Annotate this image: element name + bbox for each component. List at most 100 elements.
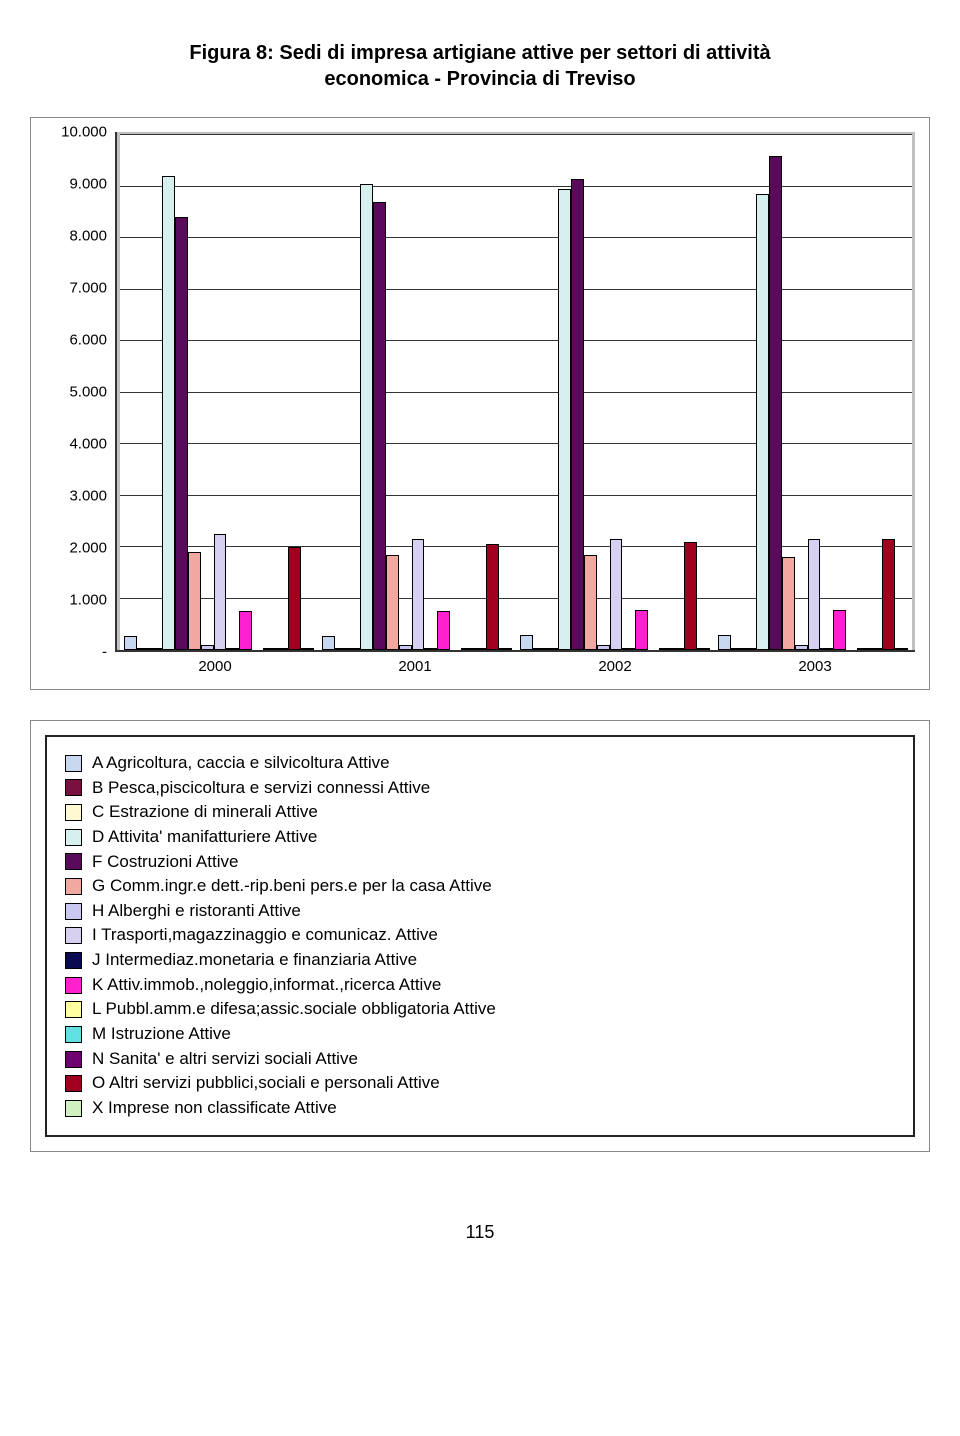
bar (610, 539, 623, 650)
bar (584, 555, 597, 650)
x-tick-label: 2001 (315, 658, 515, 675)
bar (214, 534, 227, 650)
y-tick-label: 3.000 (69, 488, 107, 505)
bar (533, 648, 546, 650)
legend-label: K Attiv.immob.,noleggio,informat.,ricerc… (92, 973, 441, 998)
page-number: 115 (30, 1222, 930, 1243)
bar (520, 635, 533, 650)
legend-item: A Agricoltura, caccia e silvicoltura Att… (65, 751, 895, 776)
legend-item: G Comm.ingr.e dett.-rip.beni pers.e per … (65, 874, 895, 899)
bar (782, 557, 795, 650)
bar (137, 648, 150, 650)
y-tick-label: 4.000 (69, 436, 107, 453)
bar (895, 648, 908, 650)
legend-swatch (65, 927, 82, 944)
legend-swatch (65, 952, 82, 969)
bar (558, 189, 571, 650)
bar (718, 635, 731, 650)
bar (820, 648, 833, 650)
legend-label: N Sanita' e altri servizi sociali Attive (92, 1047, 358, 1072)
bar (201, 645, 214, 650)
bar (769, 156, 782, 650)
legend-label: M Istruzione Attive (92, 1022, 231, 1047)
legend-item: B Pesca,piscicoltura e servizi connessi … (65, 776, 895, 801)
legend-item: M Istruzione Attive (65, 1022, 895, 1047)
bar (486, 544, 499, 650)
chart-plot-box: -1.0002.0003.0004.0005.0006.0007.0008.00… (45, 132, 915, 652)
bar (360, 184, 373, 650)
legend-swatch (65, 1026, 82, 1043)
legend-label: O Altri servizi pubblici,sociali e perso… (92, 1071, 440, 1096)
x-axis-labels: 2000200120022003 (115, 658, 915, 675)
bar (546, 648, 559, 650)
y-axis: -1.0002.0003.0004.0005.0006.0007.0008.00… (45, 132, 115, 652)
x-tick-label: 2000 (115, 658, 315, 675)
y-tick-label: 8.000 (69, 228, 107, 245)
bar (622, 648, 635, 650)
bar (276, 648, 289, 650)
legend-swatch (65, 1100, 82, 1117)
y-tick-label: 9.000 (69, 176, 107, 193)
y-tick-label: 10.000 (61, 124, 107, 141)
x-tick-label: 2002 (515, 658, 715, 675)
x-tick-label: 2003 (715, 658, 915, 675)
bar (226, 648, 239, 650)
bar (348, 648, 361, 650)
legend-label: B Pesca,piscicoltura e servizi connessi … (92, 776, 430, 801)
legend-item: I Trasporti,magazzinaggio e comunicaz. A… (65, 923, 895, 948)
legend-label: I Trasporti,magazzinaggio e comunicaz. A… (92, 923, 438, 948)
bar (571, 179, 584, 650)
bar (412, 539, 425, 650)
bar-group (120, 135, 318, 650)
bar (635, 610, 648, 650)
bar (188, 552, 201, 650)
bar (150, 648, 163, 650)
legend-swatch (65, 1075, 82, 1092)
legend-label: A Agricoltura, caccia e silvicoltura Att… (92, 751, 390, 776)
legend-item: K Attiv.immob.,noleggio,informat.,ricerc… (65, 973, 895, 998)
legend-item: N Sanita' e altri servizi sociali Attive (65, 1047, 895, 1072)
y-tick-label: 7.000 (69, 280, 107, 297)
bar (373, 202, 386, 650)
bar (239, 611, 252, 650)
plot-inner (120, 135, 912, 650)
legend-swatch (65, 878, 82, 895)
legend-label: G Comm.ingr.e dett.-rip.beni pers.e per … (92, 874, 492, 899)
legend-label: L Pubbl.amm.e difesa;assic.sociale obbli… (92, 997, 496, 1022)
title-line-1: Figura 8: Sedi di impresa artigiane atti… (189, 42, 770, 64)
bar (597, 645, 610, 650)
bar (301, 648, 314, 650)
bar (162, 176, 175, 650)
legend-item: X Imprese non classificate Attive (65, 1096, 895, 1121)
bar (474, 648, 487, 650)
legend-label: D Attivita' manifatturiere Attive (92, 825, 317, 850)
bar-groups (120, 135, 912, 650)
bar-group (714, 135, 912, 650)
bar (870, 648, 883, 650)
bar (399, 645, 412, 650)
title-line-2: economica - Provincia di Treviso (324, 68, 635, 90)
bar (833, 610, 846, 650)
legend-swatch (65, 903, 82, 920)
y-tick-label: 2.000 (69, 540, 107, 557)
bar (808, 539, 821, 650)
legend-swatch (65, 829, 82, 846)
legend-item: L Pubbl.amm.e difesa;assic.sociale obbli… (65, 997, 895, 1022)
bar (697, 648, 710, 650)
bar (124, 636, 137, 650)
bar (461, 648, 474, 650)
bar (288, 547, 301, 650)
bar (499, 648, 512, 650)
legend-item: C Estrazione di minerali Attive (65, 800, 895, 825)
y-tick-label: 5.000 (69, 384, 107, 401)
y-tick-label: - (102, 644, 107, 661)
bar (857, 648, 870, 650)
bar-group (516, 135, 714, 650)
legend-label: X Imprese non classificate Attive (92, 1096, 337, 1121)
legend-item: O Altri servizi pubblici,sociali e perso… (65, 1071, 895, 1096)
legend-swatch (65, 804, 82, 821)
legend-label: F Costruzioni Attive (92, 850, 238, 875)
legend-swatch (65, 1051, 82, 1068)
legend-swatch (65, 779, 82, 796)
bar (659, 648, 672, 650)
